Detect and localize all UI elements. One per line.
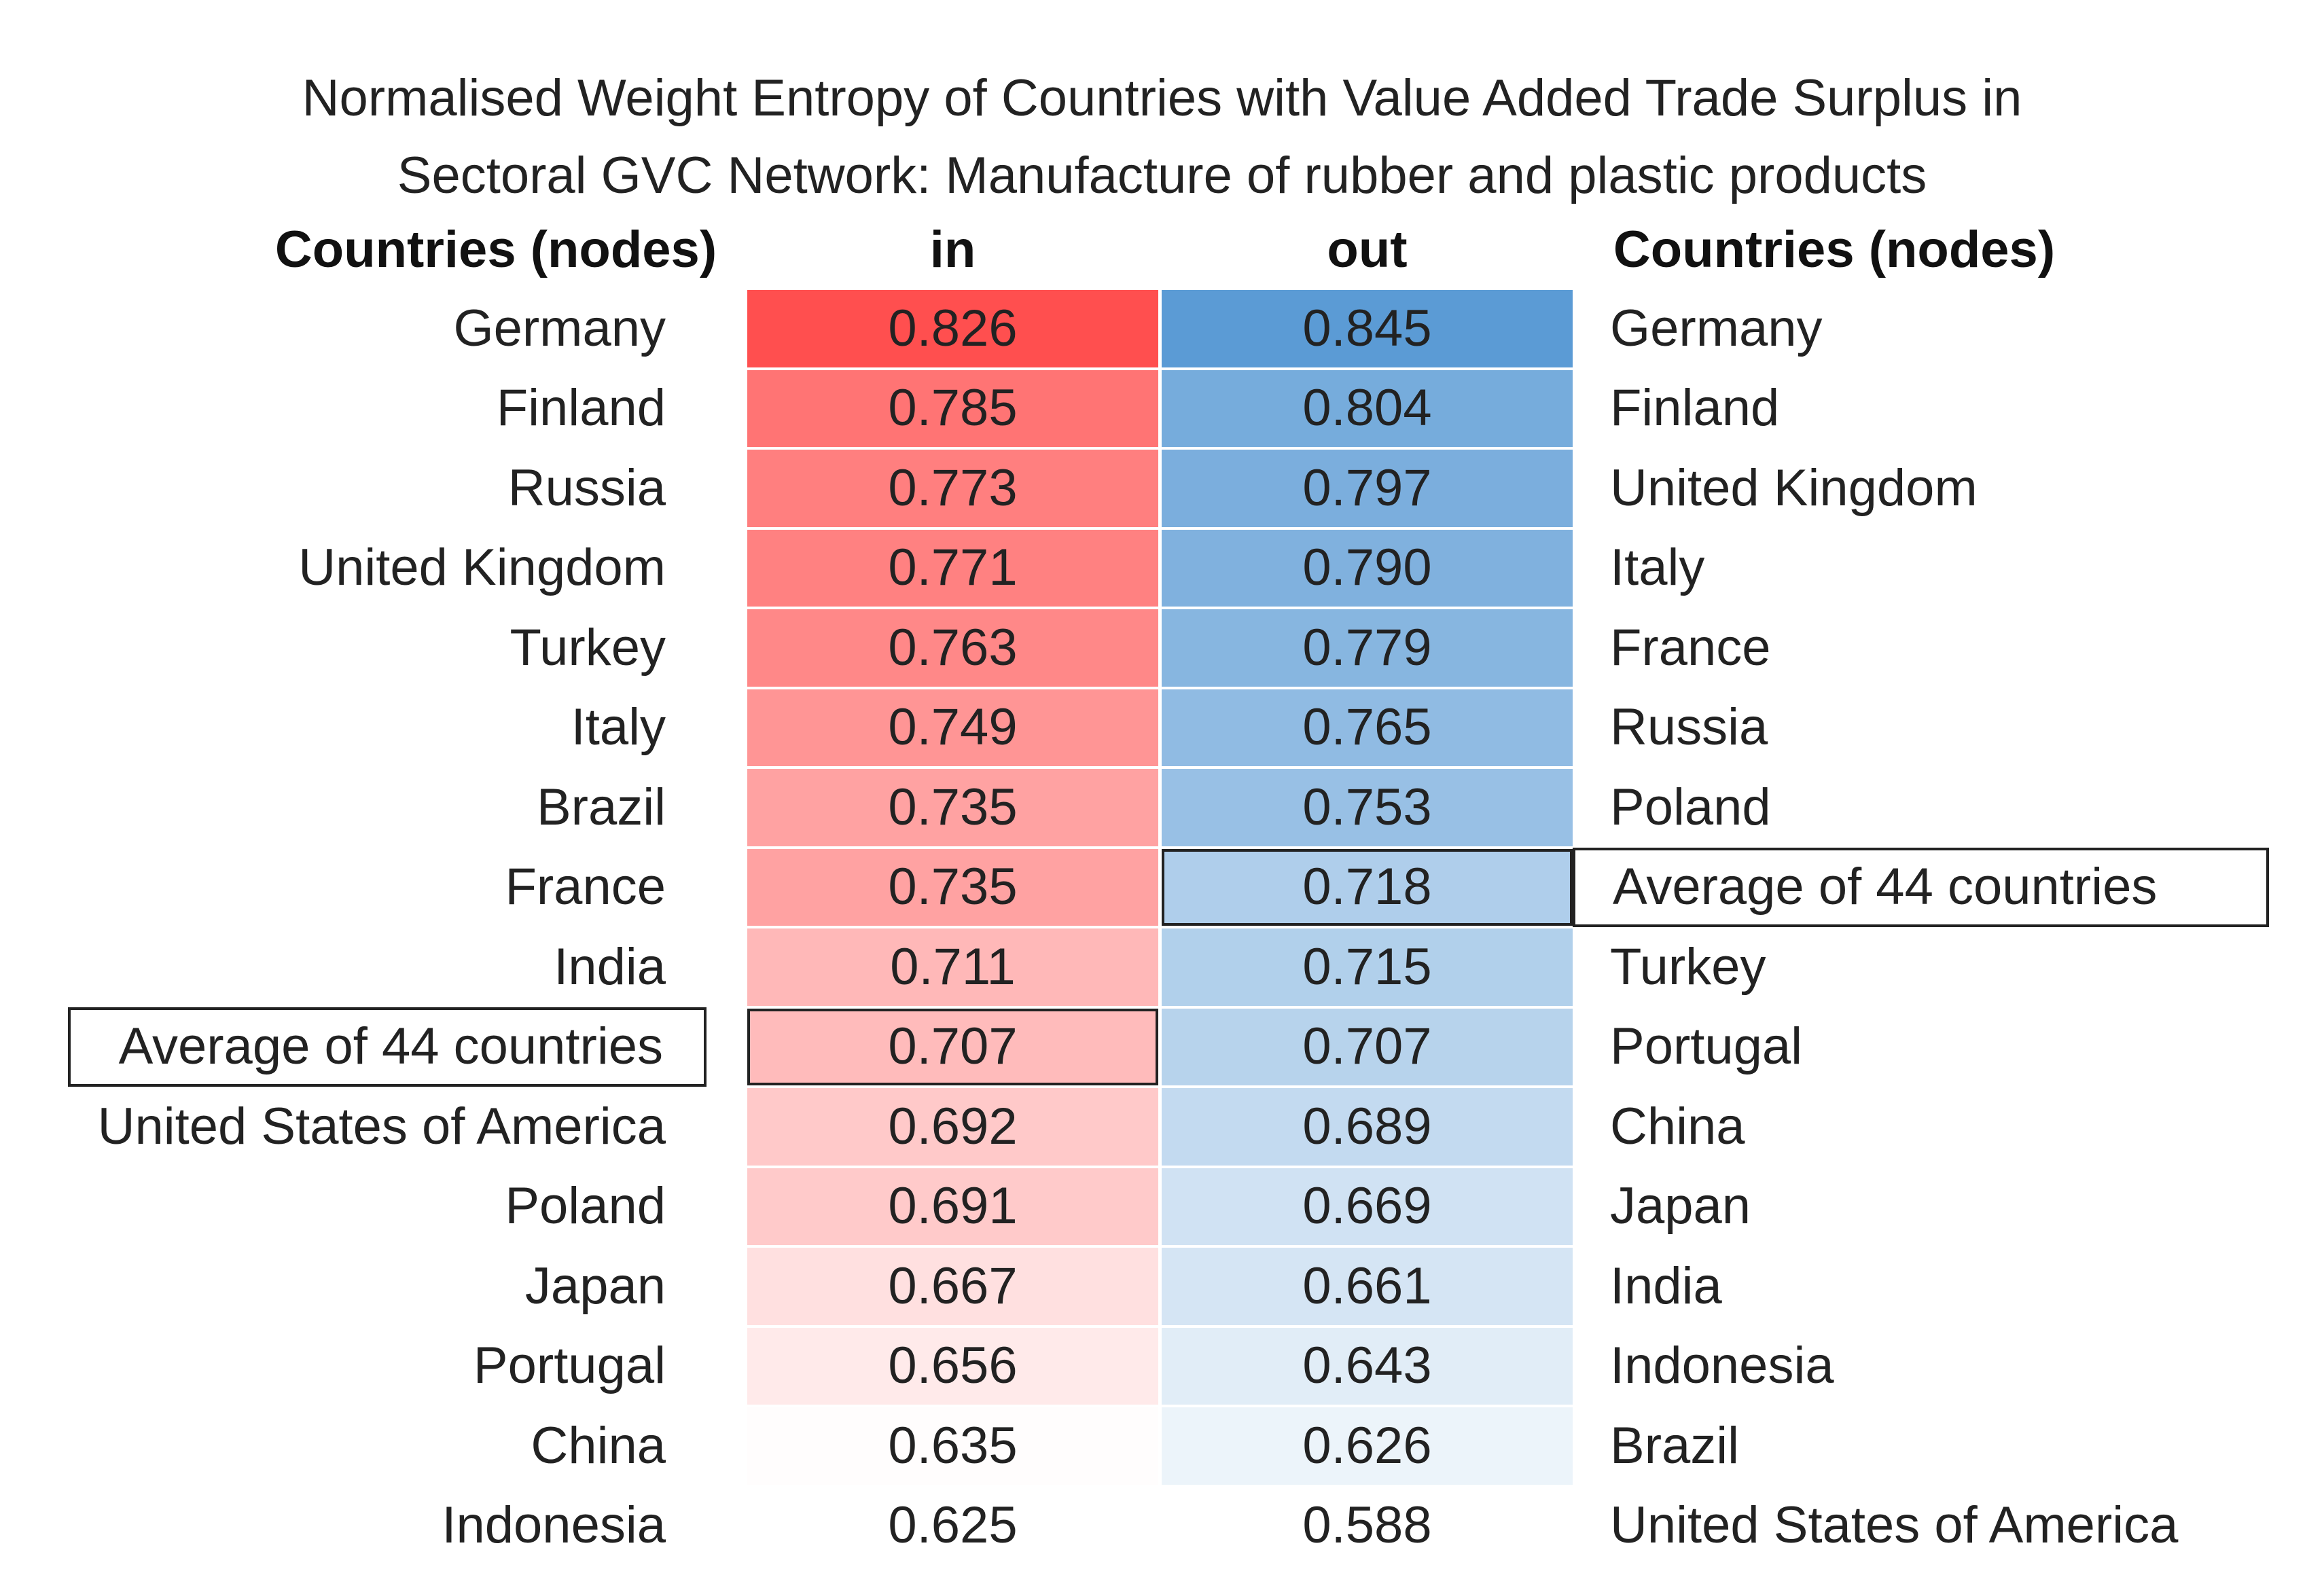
in-country-label: Portugal — [473, 1337, 666, 1395]
in-country-label: Turkey — [510, 618, 666, 676]
out-country-label: United States of America — [1610, 1496, 2179, 1555]
out-country-label: Portugal — [1610, 1017, 1803, 1076]
in-value-cell: 0.635 — [747, 1407, 1158, 1485]
out-country-label: Russia — [1610, 698, 1768, 757]
out-average-label: Average of 44 countries — [1573, 847, 2269, 927]
in-country-label: United States of America — [97, 1097, 666, 1155]
in-average-value: 0.707 — [747, 1008, 1158, 1085]
out-value-cell: 0.753 — [1162, 769, 1573, 846]
chart-title-line-1: Normalised Weight Entropy of Countries w… — [302, 69, 2022, 127]
in-value-cell: 0.749 — [747, 689, 1158, 766]
out-value-cell: 0.626 — [1162, 1407, 1573, 1485]
in-country-label: Indonesia — [442, 1496, 666, 1555]
out-country-label: Turkey — [1610, 937, 1766, 996]
in-country-label: Poland — [505, 1177, 666, 1235]
out-country-label: China — [1610, 1097, 1745, 1155]
out-value-cell: 0.797 — [1162, 450, 1573, 527]
in-value-cell: 0.711 — [747, 928, 1158, 1006]
in-country-label: France — [505, 858, 666, 916]
out-value-cell: 0.689 — [1162, 1088, 1573, 1166]
in-value-cell: 0.826 — [747, 290, 1158, 367]
in-country-label: China — [531, 1416, 666, 1475]
header-in: in — [929, 220, 976, 278]
out-country-label: India — [1610, 1257, 1722, 1315]
chart-title: Normalised Weight Entropy of Countries w… — [0, 60, 2324, 215]
out-country-label: France — [1610, 618, 1771, 676]
in-country-label: Germany — [453, 299, 666, 357]
out-country-label: Indonesia — [1610, 1337, 1834, 1395]
out-value-cell: 0.707 — [1162, 1008, 1573, 1085]
out-country-label: Finland — [1610, 379, 1780, 437]
out-country-label: Germany — [1610, 299, 1823, 357]
chart-title-line-2: Sectoral GVC Network: Manufacture of rub… — [397, 147, 1927, 204]
out-value-cell: 0.669 — [1162, 1168, 1573, 1245]
out-country-label: Japan — [1610, 1177, 1751, 1235]
out-average-value: 0.718 — [1162, 848, 1573, 926]
in-value-cell: 0.625 — [888, 1496, 1018, 1555]
header-left-countries: Countries (nodes) — [274, 220, 717, 278]
in-country-label: Japan — [524, 1257, 666, 1315]
out-value-cell: 0.588 — [1302, 1496, 1432, 1555]
in-country-label: Finland — [496, 379, 666, 437]
in-country-label: India — [554, 937, 666, 996]
in-value-cell: 0.773 — [747, 450, 1158, 527]
out-value-cell: 0.804 — [1162, 369, 1573, 447]
header-right-countries: Countries (nodes) — [1613, 220, 2056, 278]
out-value-cell: 0.661 — [1162, 1248, 1573, 1325]
in-value-cell: 0.771 — [747, 529, 1158, 607]
in-value-cell: 0.656 — [747, 1327, 1158, 1405]
in-value-cell: 0.735 — [747, 848, 1158, 926]
in-country-label: United Kingdom — [298, 539, 666, 597]
in-value-cell: 0.763 — [747, 609, 1158, 687]
out-country-label: United Kingdom — [1610, 458, 1978, 517]
in-country-label: Brazil — [536, 778, 666, 836]
out-value-cell: 0.845 — [1162, 290, 1573, 367]
out-value-cell: 0.779 — [1162, 609, 1573, 687]
in-value-cell: 0.667 — [747, 1248, 1158, 1325]
in-value-cell: 0.785 — [747, 369, 1158, 447]
in-value-cell: 0.692 — [747, 1088, 1158, 1166]
out-country-label: Poland — [1610, 778, 1771, 836]
out-value-cell: 0.790 — [1162, 529, 1573, 607]
in-average-label: Average of 44 countries — [68, 1007, 707, 1087]
in-country-label: Russia — [507, 458, 666, 517]
in-value-cell: 0.735 — [747, 769, 1158, 846]
out-value-cell: 0.715 — [1162, 928, 1573, 1006]
out-value-cell: 0.643 — [1162, 1327, 1573, 1405]
out-country-label: Brazil — [1610, 1416, 1740, 1475]
in-country-label: Italy — [571, 698, 666, 757]
out-country-label: Italy — [1610, 539, 1705, 597]
header-out: out — [1327, 220, 1408, 278]
out-value-cell: 0.765 — [1162, 689, 1573, 766]
in-value-cell: 0.691 — [747, 1168, 1158, 1245]
